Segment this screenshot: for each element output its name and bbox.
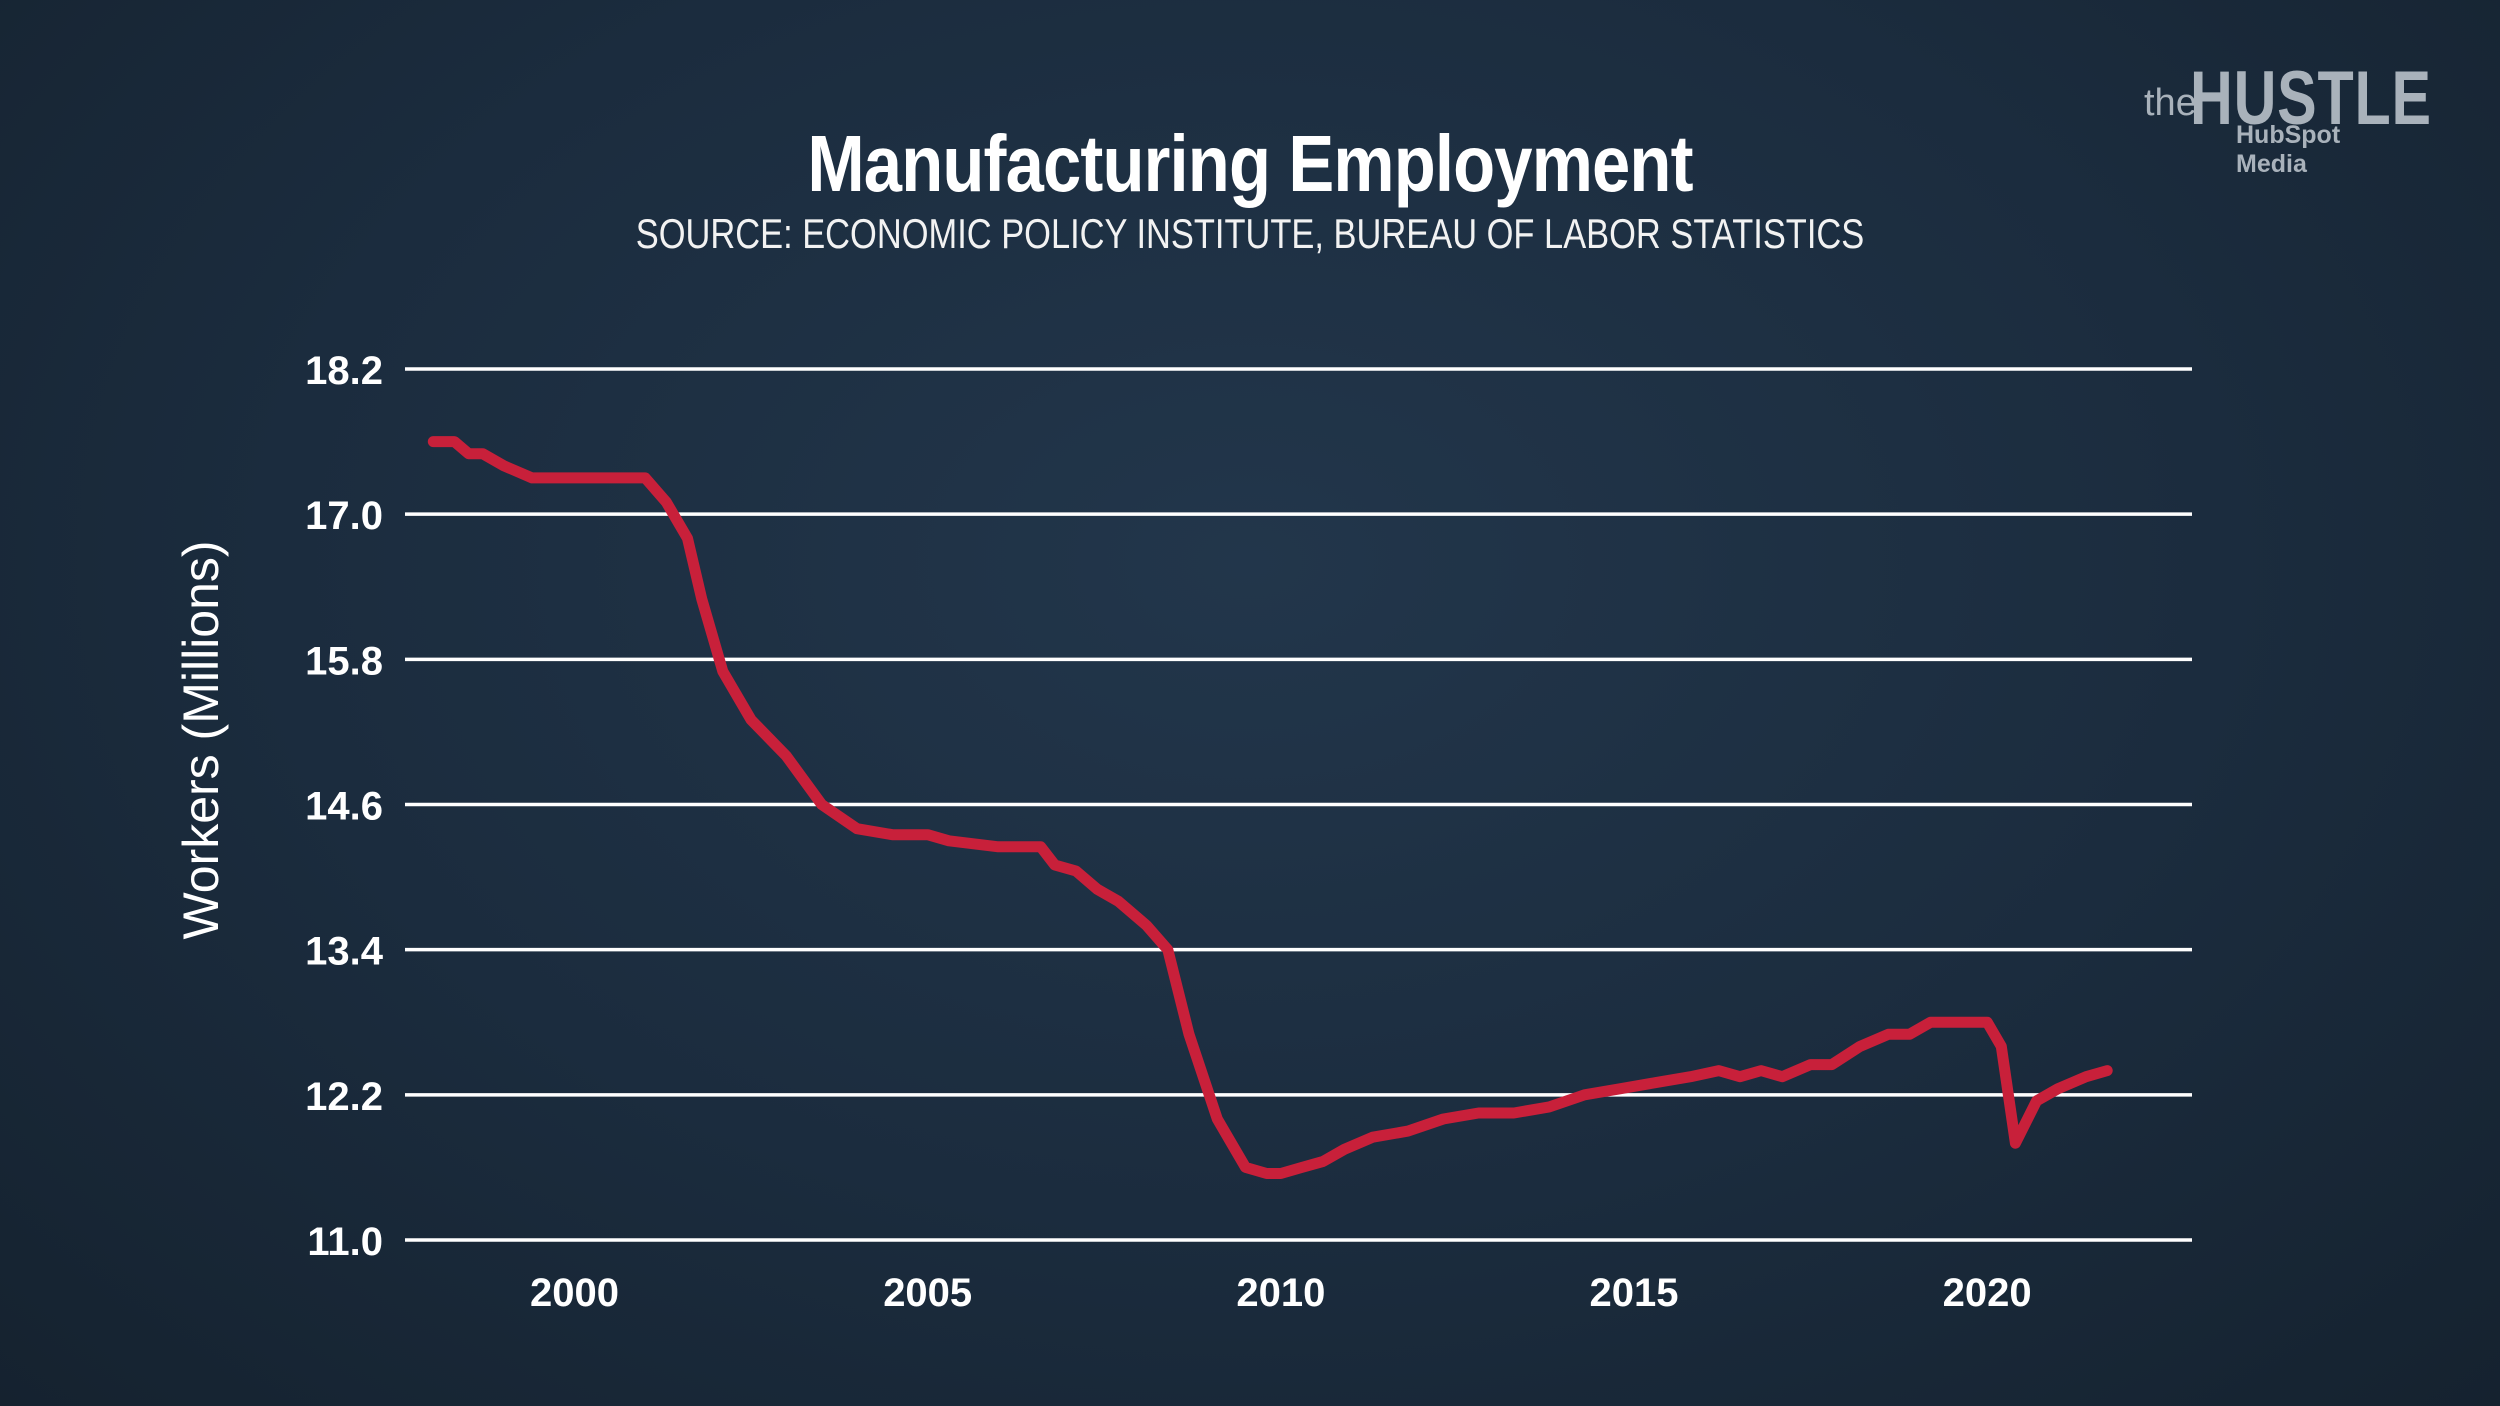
x-tick-label: 2020 [1943, 1271, 2032, 1315]
y-axis-label: Workers (Millions) [173, 540, 229, 939]
y-tick-label: 15.8 [305, 639, 383, 683]
y-tick-label: 18.2 [305, 349, 383, 393]
y-tick-label: 17.0 [305, 494, 383, 538]
brand-logo: the HUSTLE HubSpot Media [2110, 55, 2431, 178]
chart-subtitle: SOURCE: ECONOMIC POLICY INSTITUTE, BUREA… [635, 210, 1865, 257]
y-tick-labels: 11.0 12.2 13.4 14.6 15.8 17.0 18.2 [305, 349, 384, 1264]
y-tick-label: 12.2 [305, 1075, 383, 1119]
brand-prefix: the [2144, 82, 2197, 124]
x-tick-label: 2005 [883, 1271, 972, 1315]
series-line-0 [427, 436, 2113, 1179]
series-group [427, 436, 2113, 1179]
y-tick-label: 14.6 [305, 785, 383, 829]
brand-name: HUSTLE [2190, 56, 2432, 141]
x-tick-label: 2015 [1590, 1271, 1679, 1315]
x-tick-labels: 2000 2005 2010 2015 2020 [530, 1271, 2032, 1315]
brand-subtitle: HubSpot Media [2236, 121, 2341, 178]
y-tick-label: 13.4 [305, 930, 384, 974]
x-tick-label: 2000 [530, 1271, 619, 1315]
gridlines [405, 367, 2192, 1242]
chart-title: Manufacturing Employment [807, 119, 1693, 208]
y-tick-label: 11.0 [307, 1220, 383, 1264]
x-tick-label: 2010 [1236, 1271, 1325, 1315]
